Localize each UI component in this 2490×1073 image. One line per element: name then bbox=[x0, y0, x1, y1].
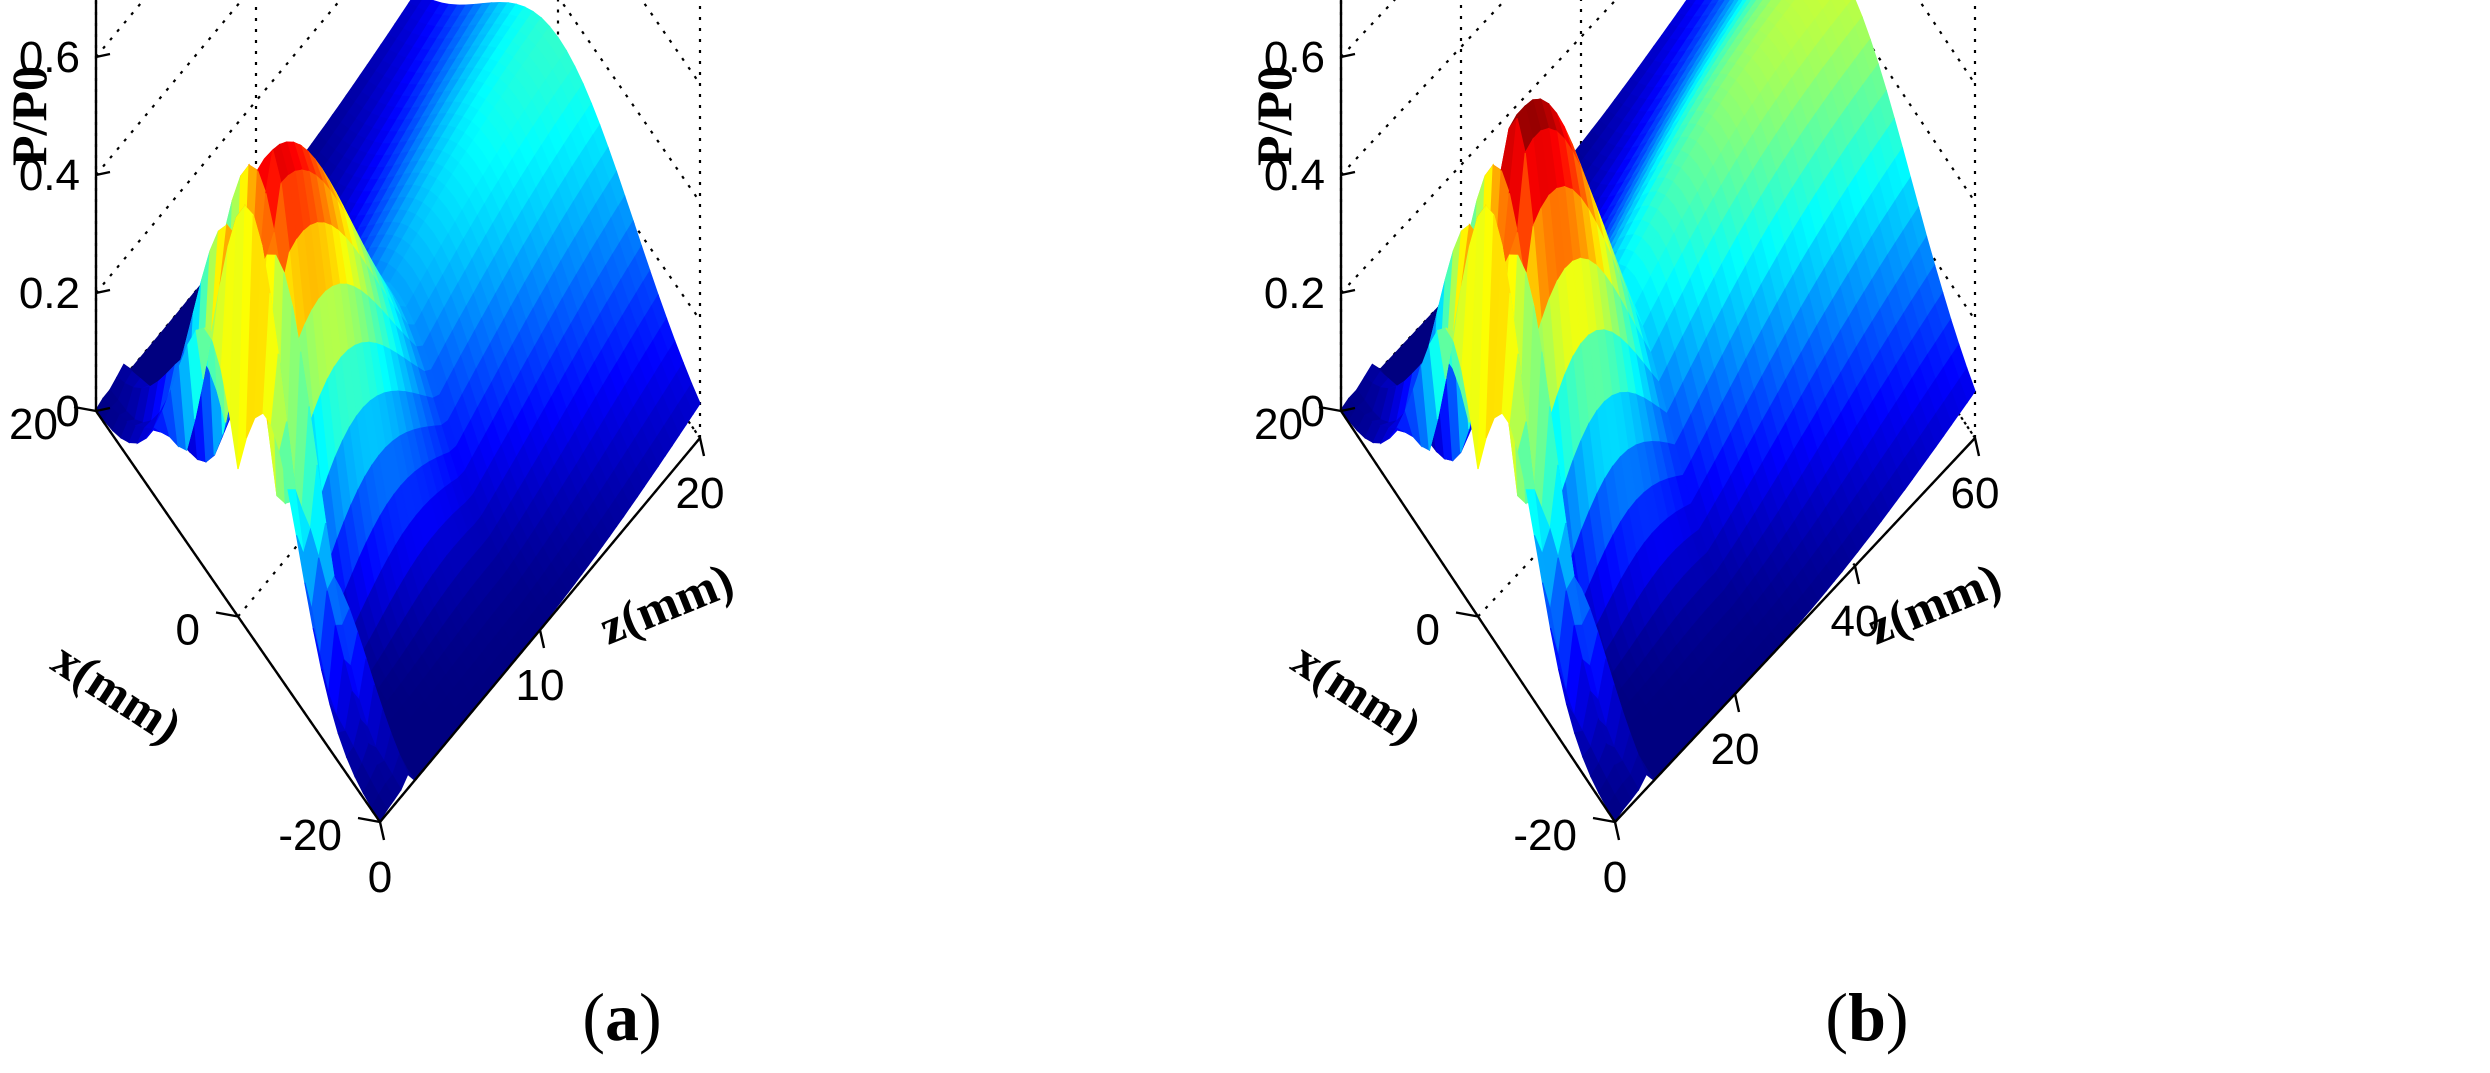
z-tick bbox=[95, 288, 111, 295]
surface-plot-a: 00.20.40.60.81200-2001020P/P0x(mm)z(mm)(… bbox=[1, 0, 741, 1055]
y-tick-label: 20 bbox=[676, 469, 725, 518]
y-tick bbox=[698, 437, 706, 457]
z-tick-label: 0 bbox=[1301, 387, 1325, 436]
surface-facet bbox=[1801, 0, 1813, 7]
z-tick-label: 0 bbox=[56, 387, 80, 436]
chart-panel-a: 00.20.40.60.81200-2001020P/P0x(mm)z(mm)(… bbox=[1, 0, 741, 1055]
z-tick bbox=[1340, 52, 1356, 59]
z-tick-label: 0.2 bbox=[19, 269, 80, 318]
z-tick-label: 0.6 bbox=[19, 33, 80, 82]
z-axis-label: P/P0 bbox=[1246, 66, 1302, 166]
surface-plot-b: 00.20.40.60.81200-200204060P/P0x(mm)z(mm… bbox=[1246, 0, 2009, 1055]
x-tick-label: 0 bbox=[1416, 606, 1440, 655]
surface-mesh bbox=[1340, 0, 1976, 823]
z-tick bbox=[95, 52, 111, 59]
x-tick bbox=[1592, 816, 1616, 824]
x-tick bbox=[1455, 611, 1479, 618]
y-tick-label: 0 bbox=[1603, 853, 1627, 902]
surface-mesh bbox=[95, 0, 701, 823]
x-tick-label: 20 bbox=[9, 400, 58, 449]
x-tick bbox=[215, 611, 239, 618]
z-axis-label: P/P0 bbox=[1, 66, 57, 166]
z-tick-label: 0.4 bbox=[1264, 151, 1325, 200]
grid-line-z bbox=[95, 0, 701, 203]
y-tick bbox=[538, 629, 546, 649]
y-tick bbox=[1733, 693, 1741, 713]
y-tick-label: 10 bbox=[516, 661, 565, 710]
z-tick bbox=[1340, 170, 1356, 177]
y-tick bbox=[1973, 437, 1981, 457]
x-tick-label: 20 bbox=[1254, 400, 1303, 449]
x-tick bbox=[357, 816, 381, 824]
axes bbox=[1318, 0, 1981, 841]
panel-label: (a) bbox=[582, 979, 661, 1055]
y-axis-label: z(mm) bbox=[1859, 551, 2009, 655]
panel-label: (b) bbox=[1825, 979, 1908, 1055]
y-tick-label: 60 bbox=[1951, 469, 2000, 518]
y-tick bbox=[378, 821, 386, 841]
x-axis-label: x(mm) bbox=[43, 630, 192, 754]
z-tick-label: 0.4 bbox=[19, 151, 80, 200]
z-tick-label: 0.2 bbox=[1264, 269, 1325, 318]
x-tick-label: -20 bbox=[1513, 811, 1577, 860]
y-tick bbox=[1853, 565, 1861, 585]
z-tick bbox=[95, 170, 111, 177]
x-tick-label: -20 bbox=[278, 811, 342, 860]
x-axis-label: x(mm) bbox=[1283, 630, 1432, 754]
z-tick-label: 0.6 bbox=[1264, 33, 1325, 82]
y-tick bbox=[1613, 821, 1621, 841]
axes bbox=[73, 0, 706, 841]
x-tick bbox=[1318, 405, 1342, 413]
panel-letter: a bbox=[605, 979, 639, 1055]
z-tick bbox=[1340, 288, 1356, 295]
x-tick bbox=[73, 405, 97, 413]
y-tick-label: 20 bbox=[1711, 725, 1760, 774]
y-tick-label: 0 bbox=[368, 853, 392, 902]
grid-line-z bbox=[95, 0, 701, 321]
z-tick bbox=[1340, 406, 1356, 413]
y-axis bbox=[1614, 437, 1976, 823]
y-axis-label: z(mm) bbox=[591, 551, 741, 655]
z-tick bbox=[95, 406, 111, 413]
panel-letter: b bbox=[1848, 979, 1886, 1055]
x-tick-label: 0 bbox=[176, 606, 200, 655]
chart-panel-b: 00.20.40.60.81200-200204060P/P0x(mm)z(mm… bbox=[1245, 0, 2490, 1073]
y-tick-label: 40 bbox=[1831, 597, 1880, 646]
